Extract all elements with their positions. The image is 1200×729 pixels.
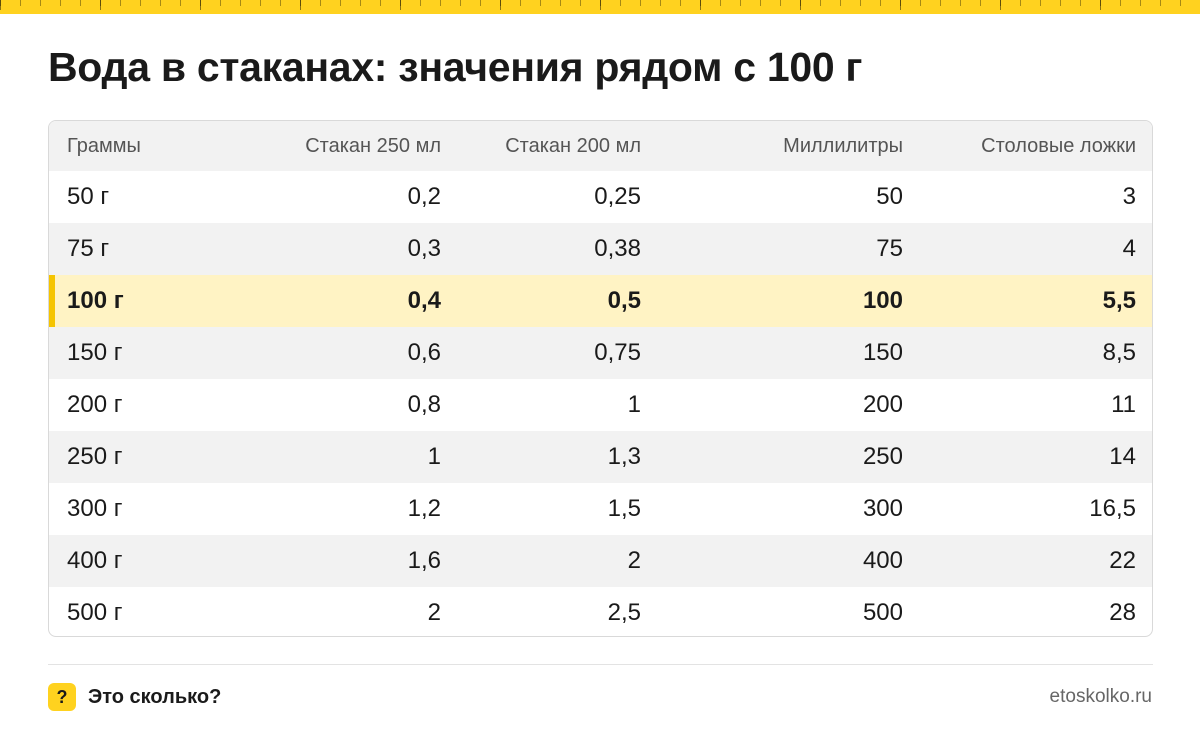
- table-row: 200 г 0,8 1 200 11: [49, 379, 1152, 431]
- cell-grams: 300 г: [67, 495, 123, 522]
- header-tablespoons: Столовые ложки: [981, 134, 1136, 157]
- table-row: 400 г 1,6 2 400 22: [49, 535, 1152, 587]
- cell-milliliters: 300: [862, 495, 903, 522]
- cell-glass-200: 0,5: [607, 287, 641, 314]
- question-icon: ?: [48, 683, 76, 711]
- cell-milliliters: 500: [862, 599, 903, 626]
- cell-glass-250: 0,2: [407, 183, 441, 210]
- cell-tablespoons: 28: [1109, 599, 1136, 626]
- cell-tablespoons: 3: [1122, 183, 1136, 210]
- header-glass-250: Стакан 250 мл: [305, 134, 441, 157]
- cell-glass-200: 1,3: [607, 443, 641, 470]
- cell-glass-250: 0,3: [407, 235, 441, 262]
- cell-glass-250: 2: [427, 599, 441, 626]
- cell-grams: 500 г: [67, 599, 123, 626]
- header-milliliters: Миллилитры: [783, 134, 903, 157]
- cell-milliliters: 200: [862, 391, 903, 418]
- table-header-row: Граммы Стакан 250 мл Стакан 200 мл Милли…: [49, 121, 1152, 171]
- table-row: 100 г 0,4 0,5 100 5,5: [49, 275, 1152, 327]
- cell-glass-250: 0,8: [407, 391, 441, 418]
- cell-grams: 400 г: [67, 547, 123, 574]
- conversion-table: Граммы Стакан 250 мл Стакан 200 мл Милли…: [48, 120, 1153, 637]
- cell-tablespoons: 8,5: [1102, 339, 1136, 366]
- cell-glass-200: 1: [627, 391, 641, 418]
- table-row: 300 г 1,2 1,5 300 16,5: [49, 483, 1152, 535]
- table-row: 150 г 0,6 0,75 150 8,5: [49, 327, 1152, 379]
- header-glass-200: Стакан 200 мл: [505, 134, 641, 157]
- cell-glass-200: 0,38: [594, 235, 641, 262]
- cell-milliliters: 400: [862, 547, 903, 574]
- cell-milliliters: 50: [876, 183, 903, 210]
- cell-glass-200: 1,5: [607, 495, 641, 522]
- cell-glass-250: 1,2: [407, 495, 441, 522]
- cell-glass-250: 1: [427, 443, 441, 470]
- cell-tablespoons: 5,5: [1102, 287, 1136, 314]
- brand-name: Это сколько?: [88, 685, 222, 708]
- table-row: 50 г 0,2 0,25 50 3: [49, 171, 1152, 223]
- table-row: 500 г 2 2,5 500 28: [49, 587, 1152, 636]
- cell-milliliters: 100: [862, 287, 903, 314]
- cell-grams: 75 г: [67, 235, 110, 262]
- cell-glass-200: 2,5: [607, 599, 641, 626]
- cell-glass-250: 1,6: [407, 547, 441, 574]
- cell-milliliters: 250: [862, 443, 903, 470]
- cell-milliliters: 75: [876, 235, 903, 262]
- brand: ? Это сколько?: [48, 683, 221, 711]
- header-grams: Граммы: [67, 134, 141, 157]
- cell-milliliters: 150: [862, 339, 903, 366]
- cell-glass-200: 2: [627, 547, 641, 574]
- cell-glass-200: 0,75: [594, 339, 641, 366]
- footer-divider: [48, 664, 1153, 665]
- cell-tablespoons: 14: [1109, 443, 1136, 470]
- cell-grams: 200 г: [67, 391, 123, 418]
- cell-grams: 250 г: [67, 443, 123, 470]
- cell-glass-250: 0,4: [407, 287, 441, 314]
- cell-grams: 150 г: [67, 339, 123, 366]
- cell-tablespoons: 4: [1122, 235, 1136, 262]
- cell-grams: 100 г: [49, 275, 219, 327]
- site-link[interactable]: etoskolko.ru: [1049, 686, 1152, 707]
- table-row: 250 г 1 1,3 250 14: [49, 431, 1152, 483]
- table-row: 75 г 0,3 0,38 75 4: [49, 223, 1152, 275]
- page-title: Вода в стаканах: значения рядом с 100 г: [48, 44, 863, 90]
- cell-tablespoons: 11: [1111, 391, 1136, 418]
- ruler-strip: [0, 0, 1200, 14]
- cell-tablespoons: 16,5: [1089, 495, 1136, 522]
- cell-tablespoons: 22: [1109, 547, 1136, 574]
- cell-grams: 50 г: [67, 183, 110, 210]
- cell-glass-250: 0,6: [407, 339, 441, 366]
- cell-glass-200: 0,25: [594, 183, 641, 210]
